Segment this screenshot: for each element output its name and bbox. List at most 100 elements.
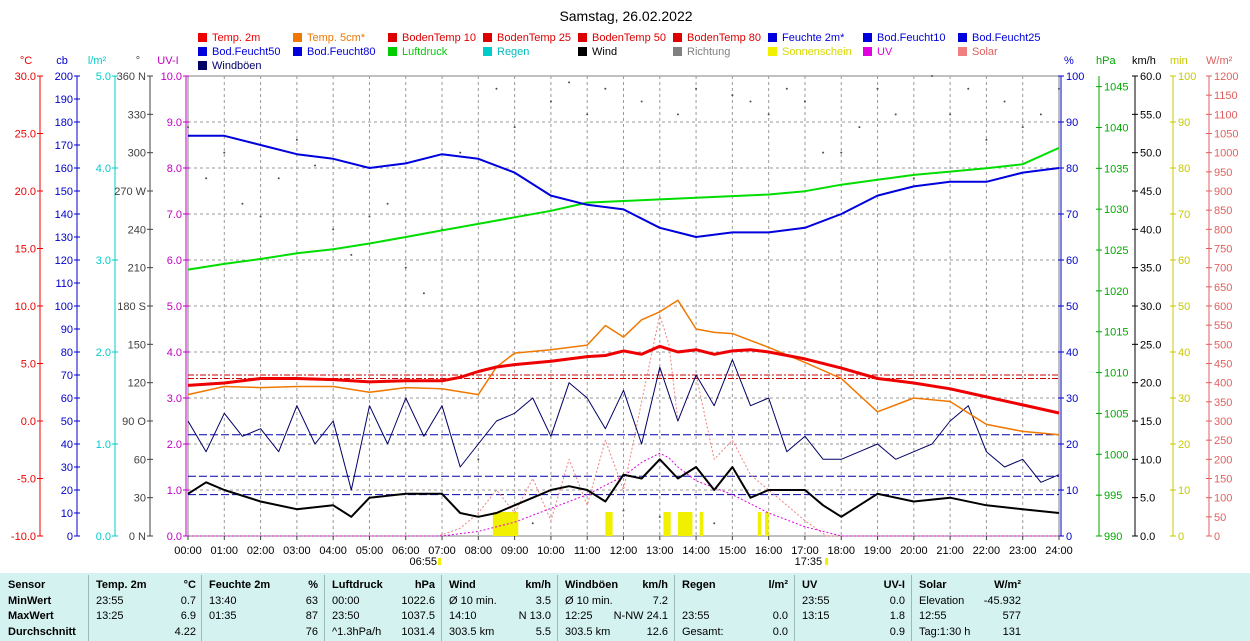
axis-tick-label: 1015 [1104,327,1128,339]
sunset-label: 17:35 [795,556,823,568]
axis-tick-label: -5.0 [17,474,36,486]
axis-tick-label: 100 [55,301,73,313]
axis-tick-label: 30.0 [1140,301,1161,313]
sunset-marker [825,558,829,565]
chart-title: Samstag, 26.02.2022 [559,8,692,24]
axis-tick-label: 4.0 [167,347,182,359]
stat-separator [557,575,558,641]
axis-tick-label: 350 [1214,397,1232,409]
time-tick-label: 21:00 [936,545,964,557]
axis-tick-label: 15.0 [15,244,36,256]
time-tick-label: 07:00 [428,545,456,557]
axis-tick-label: 1200 [1214,71,1238,83]
stat-value: 0.7 [180,595,196,607]
legend-label: Regen [497,46,529,58]
stat-group: UV UV-I 23:55 0.0 13:15 1.8 0.9 [794,573,909,641]
legend-swatch [673,47,682,56]
axis-tick-label: 150 [128,339,146,351]
stat-time: 23:50 [332,610,360,622]
time-tick-label: 09:00 [501,545,529,557]
legend-label: Temp. 2m [212,32,260,44]
legend-label: Wind [592,46,617,58]
stat-time: 00:00 [332,595,360,607]
stat-unit: km/h [642,579,668,591]
stat-value: N 13.0 [518,610,551,622]
stat-time: 303.5 km [449,626,495,638]
axis-unit: UV-I [157,55,178,67]
stat-separator [201,575,202,641]
axis-tick-label: 120 [128,378,146,390]
axis-tick-label: 160 [55,163,73,175]
stat-unit: °C [183,579,196,591]
legend-swatch [293,47,302,56]
stat-separator [911,575,912,641]
axis-tick-label: 70 [61,370,73,382]
stat-value: 76 [305,626,318,638]
axis-tick-label: 240 [128,224,146,236]
direction-point [477,458,480,461]
axis-tick-label: 150 [55,186,73,198]
axis-tick-label: 0 [1214,531,1220,543]
direction-point [223,151,226,154]
direction-point [695,87,698,90]
stat-value: -45.932 [983,595,1021,607]
axis-tick-label: 1.0 [96,439,111,451]
axis-cb: cb20019018017016015014013012011010090807… [55,55,80,543]
axis-tick-label: 0 [67,531,73,543]
stat-time: Tag:1:30 h [919,626,971,638]
direction-point [912,177,915,180]
stat-time: Ø 10 min. [449,595,497,607]
direction-point [404,266,407,269]
axis-tick-label: 550 [1214,320,1232,332]
axis-tick-label: 110 [55,278,73,290]
axis-tick-label: 300 [1214,416,1232,428]
direction-point [767,113,770,116]
legend-label: Richtung [687,46,730,58]
direction-point [749,100,752,103]
direction-point [241,202,244,205]
time-tick-label: 00:00 [174,545,202,557]
legend-swatch [388,33,397,42]
axis-tick-label: 700 [1214,263,1232,275]
legend-label: Solar [972,46,998,58]
axes: °C 30.0 25.0 20.0 15.0 10.0 5.0 0.0 -5.0 -10.0 cb 2… [11,55,1239,543]
time-tick-label: 12:00 [610,545,638,557]
axis-tick-label: 50.0 [1140,148,1161,160]
stat-time: Ø 10 min. [565,595,613,607]
sunshine-bar [663,512,671,536]
axis-tick-label: 250 [1214,435,1232,447]
axis-tick-label: 30 [61,462,73,474]
time-tick-label: 17:00 [791,545,819,557]
solar-line [188,314,1059,537]
axis-tick-label: 25.0 [15,129,36,141]
axis-tick-label: 1045 [1104,82,1128,94]
axis-uv: UV-I 10.0 9.0 8.0 7.0 6.0 5.0 4.0 3.0 2.0 1.0 0.0 [157,55,189,543]
direction-point [803,100,806,103]
direction-point [459,151,462,154]
time-tick-label: 15:00 [719,545,747,557]
temp5cm-line [187,299,1060,436]
direction-point [187,126,189,129]
axis-tick-label: 0 [1178,531,1184,543]
stat-separator [794,575,795,641]
axis-tick-label: 80 [1178,163,1190,175]
direction-point [658,515,661,518]
direction-point [1039,113,1042,116]
stat-time: 01:35 [209,610,237,622]
axis-tick-label: 10 [1178,485,1190,497]
stat-time: 23:55 [682,610,710,622]
axis-tick-label: 1000 [1104,449,1128,461]
stat-value: 3.5 [535,595,551,607]
axis-tick-label: 20 [61,485,73,497]
direction-point [205,177,208,180]
axis-tick-label: 35.0 [1140,263,1161,275]
axis-tick-label: 40.0 [1140,224,1161,236]
axis-tick-label: 990 [1104,531,1122,543]
axis-tick-label: 120 [55,255,73,267]
axis-tick-label: 8.0 [167,163,182,175]
axis-tick-label: 1035 [1104,163,1128,175]
direction-point [513,126,516,129]
stat-unit: l/m² [768,579,788,591]
legend-swatch [863,47,872,56]
